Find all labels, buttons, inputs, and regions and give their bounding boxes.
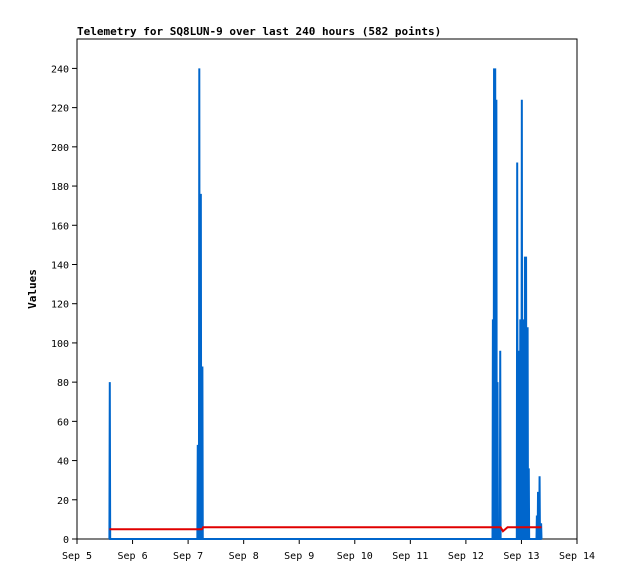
y-tick-label: 100 [51,339,69,350]
y-tick-label: 20 [57,496,69,507]
x-tick-label: Sep 5 [62,551,92,562]
plot-area [76,38,578,540]
chart-title: Telemetry for SQ8LUN-9 over last 240 hou… [77,25,441,38]
y-tick-label: 120 [51,300,69,311]
x-tick-label: Sep 12 [448,551,484,562]
y-tick-label: 40 [57,457,69,468]
y-axis: 0 20 40 60 80 100 120 140 160 180 200 220 240 [51,64,77,546]
y-axis-label: Values [26,269,39,309]
x-tick-label: Sep 11 [392,551,428,562]
y-tick-label: 160 [51,221,69,232]
x-tick-label: Sep 9 [284,551,314,562]
y-tick-label: 240 [51,64,69,75]
x-tick-label: Sep 6 [118,551,148,562]
x-tick-label: Sep 7 [173,551,203,562]
x-tick-label: Sep 8 [229,551,259,562]
series-line-2 [109,526,542,533]
series-group [108,68,543,540]
y-tick-label: 220 [51,104,69,115]
x-tick-label: Sep 13 [503,551,539,562]
y-tick-label: 180 [51,182,69,193]
y-tick-label: 80 [57,378,69,389]
y-tick-label: 200 [51,143,69,154]
x-tick-label: Sep 14 [559,551,595,562]
y-tick-label: 0 [63,535,69,546]
y-tick-label: 140 [51,260,69,271]
x-tick-label: Sep 10 [337,551,373,562]
x-axis: Sep 5 Sep 6 Sep 7 Sep 8 Sep 9 Sep 10 Sep 11 Sep… [62,539,595,562]
series-line-1 [108,68,543,540]
y-tick-label: 60 [57,417,69,428]
